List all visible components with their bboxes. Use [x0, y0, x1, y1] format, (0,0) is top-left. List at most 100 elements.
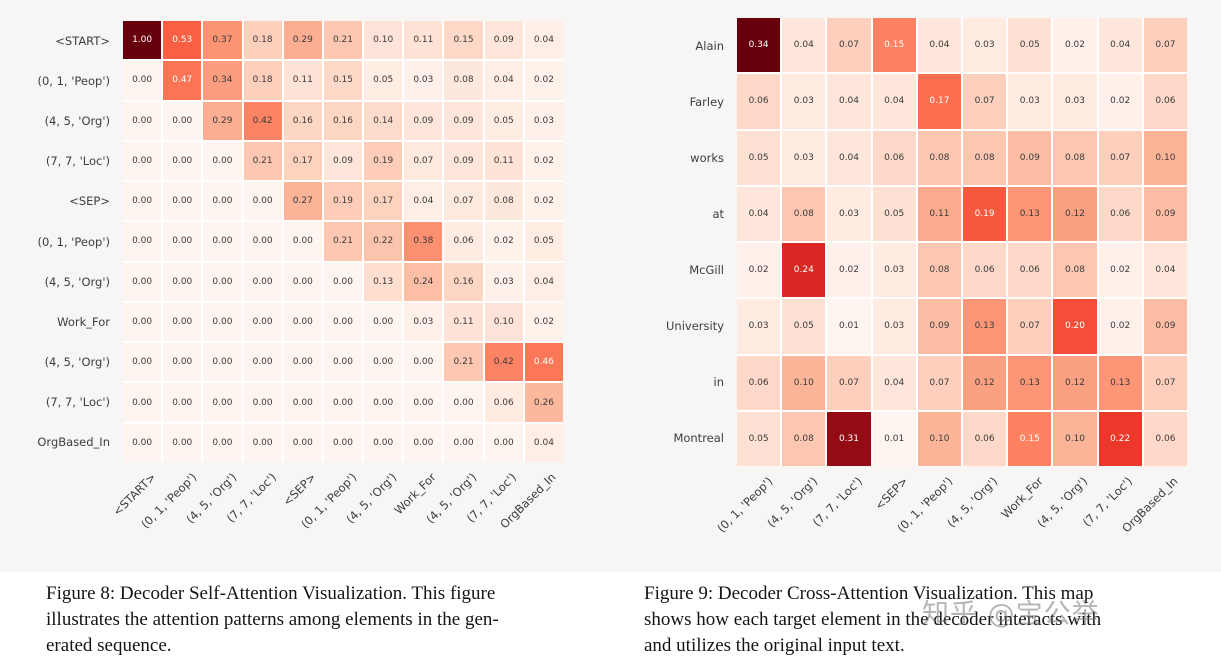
heatmap-cell: 0.00 — [163, 222, 202, 261]
heatmap-cell: 0.10 — [1053, 411, 1097, 466]
heatmap-cell: 0.05 — [737, 411, 781, 466]
heatmap-cell: 0.15 — [444, 21, 483, 60]
heatmap-cell: 0.15 — [1008, 411, 1052, 466]
row-label: (4, 5, 'Org') — [44, 354, 110, 369]
heatmap-cell: 0.00 — [243, 182, 282, 221]
row-label: Farley — [689, 95, 724, 109]
heatmap-cell: 0.02 — [1098, 74, 1142, 129]
heatmap-cell: 0.00 — [444, 383, 483, 422]
heatmap-cell: 0.21 — [323, 21, 363, 60]
heatmap-cell: 0.06 — [1143, 74, 1187, 129]
heatmap-cell: 0.04 — [484, 61, 523, 100]
heatmap-cell: 0.00 — [203, 343, 242, 382]
caption-line: and utilizes the original input text. — [644, 635, 905, 656]
heatmap-cell: 0.00 — [203, 182, 242, 221]
figure-panel: <START> (0, 1, 'Peop') (4, 5, 'Org') (7, 7,… — [0, 0, 1221, 572]
heatmap-cell: 0.07 — [444, 182, 483, 221]
heatmap-cell: 0.09 — [1143, 186, 1187, 241]
heatmap-cell: 0.13 — [1008, 355, 1052, 410]
heatmap-cell: 0.04 — [737, 186, 781, 241]
heatmap-cell: 0.13 — [364, 262, 403, 301]
heatmap-cell: 0.00 — [243, 262, 282, 301]
heatmap-cell: 0.04 — [404, 182, 443, 221]
heatmap-cell: 0.21 — [243, 141, 282, 181]
heatmap-cell: 0.09 — [444, 141, 483, 181]
heatmap-cell: 0.11 — [404, 21, 443, 60]
heatmap-cell: 0.09 — [323, 141, 363, 181]
heatmap-cell: 0.00 — [243, 383, 282, 422]
row-labels: <START> (0, 1, 'Peop') (4, 5, 'Org') (7, 7,… — [0, 21, 110, 462]
heatmap-cell: 0.04 — [524, 262, 563, 301]
heatmap-cell: 0.24 — [404, 262, 443, 301]
heatmap-cell: 0.22 — [364, 222, 403, 261]
heatmap-cell: 0.14 — [364, 101, 403, 140]
heatmap-cell: 0.27 — [283, 182, 322, 221]
row-label: Montreal — [673, 431, 724, 445]
heatmap-cell: 0.01 — [827, 299, 871, 354]
heatmap-cell: 0.10 — [484, 302, 523, 342]
heatmap-grid: 1.00 0.53 0.37 0.18 0.29 0.21 0.10 0.11 0.15 0.09… — [123, 21, 563, 462]
heatmap-cell: 0.29 — [203, 101, 242, 140]
heatmap-cell: 0.21 — [444, 343, 483, 382]
heatmap-cell: 0.02 — [524, 182, 563, 221]
watermark: 知乎 @宝公举 — [922, 599, 1100, 630]
row-label: (4, 5, 'Org') — [44, 274, 110, 289]
heatmap-cell: 0.12 — [1053, 355, 1097, 410]
row-label: at — [712, 207, 724, 221]
heatmap-cell: 0.00 — [203, 302, 242, 342]
heatmap-cell: 0.09 — [444, 101, 483, 140]
heatmap-cell: 0.05 — [484, 101, 523, 140]
heatmap-cell: 0.03 — [782, 130, 826, 185]
heatmap-cell: 0.00 — [123, 61, 162, 100]
heatmap-grid: 0.34 0.04 0.07 0.15 0.04 0.03 0.05 0.02 0.04 0.07… — [737, 18, 1187, 466]
heatmap-cell: 0.06 — [872, 130, 916, 185]
heatmap-cell: 0.00 — [163, 182, 202, 221]
heatmap-cell: 0.00 — [163, 302, 202, 342]
heatmap-cell: 0.01 — [872, 411, 916, 466]
row-label: works — [690, 151, 724, 165]
col-label: (0, 1, 'Peop') — [714, 474, 776, 536]
heatmap-cell: 0.20 — [1053, 299, 1097, 354]
heatmap-cell: 0.37 — [203, 21, 242, 60]
heatmap-cell: 0.00 — [203, 141, 242, 181]
heatmap-cell: 0.00 — [123, 383, 162, 422]
heatmap-cell: 0.02 — [524, 141, 563, 181]
heatmap-cell: 0.19 — [323, 182, 363, 221]
heatmap-cell: 0.00 — [203, 423, 242, 462]
row-label: OrgBased_In — [37, 434, 110, 449]
heatmap-cell: 0.00 — [123, 423, 162, 462]
heatmap-cell: 0.22 — [1098, 411, 1142, 466]
row-label: <START> — [55, 34, 110, 49]
heatmap-cell: 0.00 — [404, 343, 443, 382]
heatmap-cell: 0.19 — [963, 186, 1007, 241]
self-attention-heatmap: <START> (0, 1, 'Peop') (4, 5, 'Org') (7, 7,… — [37, 21, 563, 531]
heatmap-cell: 0.04 — [524, 423, 563, 462]
heatmap-cell: 0.00 — [203, 262, 242, 301]
heatmap-cell: 0.02 — [524, 302, 563, 342]
heatmap-cell: 0.00 — [404, 383, 443, 422]
heatmap-cell: 0.04 — [827, 130, 871, 185]
caption-line: Figure 9: Decoder Cross-Attention Visual… — [644, 583, 1094, 604]
heatmap-cell: 0.07 — [1143, 355, 1187, 410]
heatmap-cell: 0.00 — [283, 343, 322, 382]
heatmap-cell: 0.00 — [283, 222, 322, 261]
heatmap-cell: 0.00 — [243, 222, 282, 261]
heatmap-cell: 0.00 — [203, 383, 242, 422]
heatmap-cell: 0.05 — [1008, 18, 1052, 73]
heatmap-cell: 0.03 — [524, 101, 563, 140]
heatmap-cell: 0.02 — [1053, 18, 1097, 73]
heatmap-cell: 0.04 — [917, 18, 961, 73]
heatmap-cell: 0.16 — [444, 262, 483, 301]
heatmap-cell: 0.09 — [484, 21, 523, 60]
heatmap-cell: 0.00 — [123, 182, 162, 221]
heatmap-cell: 0.06 — [737, 74, 781, 129]
heatmap-cell: 0.00 — [283, 423, 322, 462]
heatmap-cell: 0.04 — [872, 74, 916, 129]
heatmap-cell: 0.00 — [364, 423, 403, 462]
heatmap-cell: 0.11 — [484, 141, 523, 181]
heatmap-cell: 0.13 — [1008, 186, 1052, 241]
heatmap-cell: 0.00 — [163, 141, 202, 181]
heatmap-cell: 0.09 — [404, 101, 443, 140]
heatmap-cell: 0.03 — [1053, 74, 1097, 129]
